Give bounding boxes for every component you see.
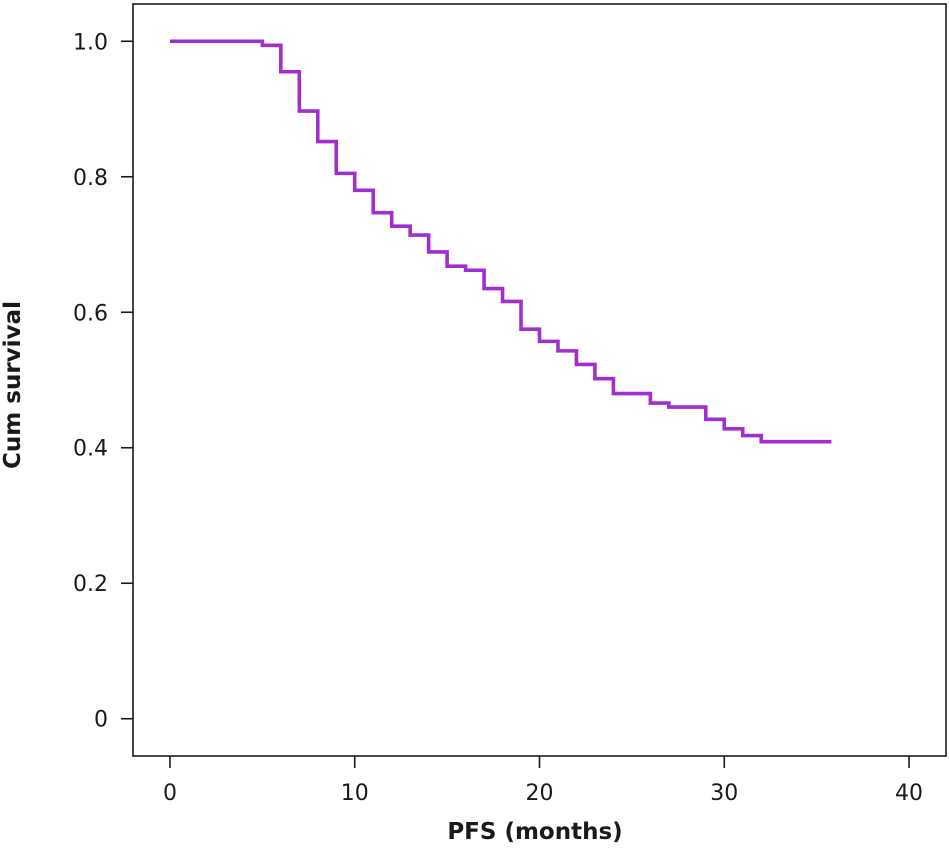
x-tick-label: 30 bbox=[710, 781, 738, 806]
y-tick-label: 0 bbox=[94, 708, 108, 733]
y-tick-label: 0.6 bbox=[73, 301, 108, 326]
x-axis-title: PFS (months) bbox=[447, 819, 622, 845]
y-tick-label: 1.0 bbox=[73, 30, 108, 55]
x-tick-label: 10 bbox=[341, 781, 369, 806]
y-tick-label: 0.8 bbox=[73, 166, 108, 191]
y-tick-label: 0.2 bbox=[73, 572, 108, 597]
survival-step-line bbox=[169, 39, 832, 444]
x-axis: 0 10 20 30 40 bbox=[163, 756, 923, 806]
y-axis-title: Cum survival bbox=[0, 301, 26, 469]
plot-frame bbox=[132, 3, 947, 757]
x-tick-label: 40 bbox=[895, 781, 923, 806]
x-tick-label: 20 bbox=[526, 781, 554, 806]
series-layer bbox=[169, 39, 832, 444]
y-axis: 0 0.2 0.4 0.6 0.8 1.0 bbox=[73, 30, 133, 733]
y-tick-label: 0.4 bbox=[73, 437, 108, 462]
x-tick-label: 0 bbox=[163, 781, 177, 806]
